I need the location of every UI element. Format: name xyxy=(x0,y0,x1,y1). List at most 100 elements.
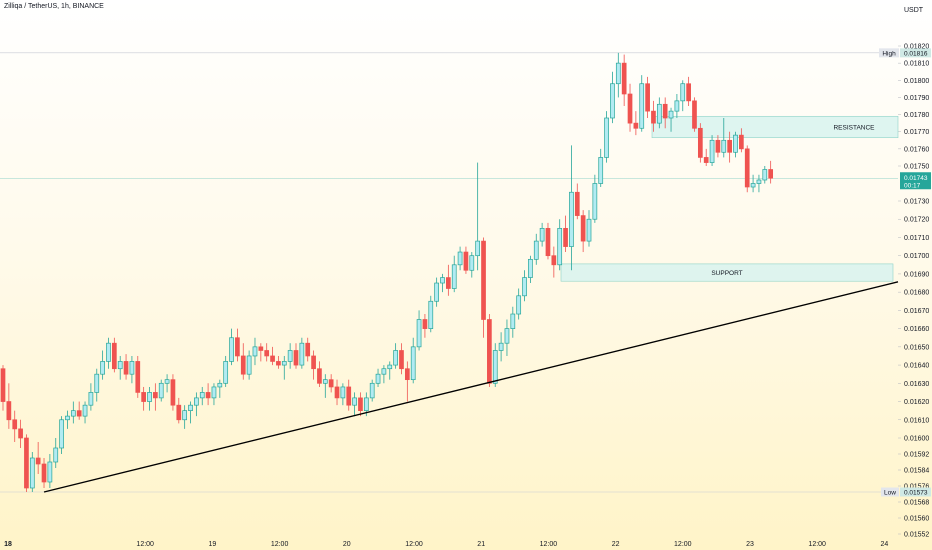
candle-body xyxy=(416,319,422,348)
candle xyxy=(446,264,451,296)
candle xyxy=(750,174,756,193)
candle xyxy=(569,145,574,271)
candle-body xyxy=(715,139,721,153)
candle-body xyxy=(739,134,744,150)
candle xyxy=(246,350,252,380)
candle-body xyxy=(176,404,182,421)
candle xyxy=(633,111,639,136)
candle-body xyxy=(229,337,234,362)
candle xyxy=(627,83,633,132)
candle-body xyxy=(768,169,774,179)
candle-body xyxy=(598,157,604,184)
high-tag-label: High xyxy=(882,50,896,57)
candle xyxy=(369,379,375,402)
candle xyxy=(434,277,439,307)
candle xyxy=(399,343,404,375)
candle xyxy=(451,255,457,293)
candle-body xyxy=(340,386,346,399)
candle-body xyxy=(750,183,756,188)
x-tick-label: 19 xyxy=(209,541,217,548)
y-tick-label: 0.01568 xyxy=(904,500,929,507)
x-tick-label: 12:00 xyxy=(674,541,692,548)
candle-body xyxy=(35,457,41,465)
candle-body xyxy=(12,419,18,430)
zone-label-resistance: RESISTANCE xyxy=(833,125,875,132)
y-tick-label: 0.01750 xyxy=(904,164,929,171)
candle-body xyxy=(223,361,229,384)
candle xyxy=(551,246,557,278)
candle-body xyxy=(117,361,123,370)
current-price-tag xyxy=(900,172,931,190)
zone-resistance xyxy=(651,115,899,139)
low-tag-label: Low xyxy=(884,490,896,497)
candle-body xyxy=(299,342,305,366)
y-tick-label: 0.01592 xyxy=(904,452,929,459)
candle xyxy=(211,383,217,406)
x-tick-label: 12:00 xyxy=(271,541,289,548)
candle-body xyxy=(645,83,650,112)
candle xyxy=(158,379,164,402)
candle-body xyxy=(557,227,563,266)
current-price-countdown: 00:17 xyxy=(904,182,921,189)
candle-body xyxy=(721,139,727,153)
candle xyxy=(703,148,709,166)
candle-body xyxy=(533,240,539,260)
candle-body xyxy=(41,463,47,483)
candle xyxy=(88,383,94,411)
candle-body xyxy=(363,397,369,412)
candle xyxy=(686,76,691,106)
low-tag-box xyxy=(881,487,899,497)
candle xyxy=(598,148,604,187)
candle-body xyxy=(457,251,463,266)
candle-body xyxy=(29,457,35,489)
candle xyxy=(393,343,398,369)
candle-body xyxy=(504,328,510,344)
candle-body xyxy=(246,355,252,375)
high-value-box xyxy=(900,48,931,58)
candle-body xyxy=(709,139,715,163)
candle xyxy=(498,332,504,362)
candle-body xyxy=(481,240,486,320)
candle-body xyxy=(551,255,557,266)
candle xyxy=(6,383,12,429)
candle xyxy=(662,97,668,129)
candle xyxy=(410,337,416,384)
candle xyxy=(170,374,176,411)
y-tick-label: 0.01780 xyxy=(904,112,929,119)
candle xyxy=(0,365,6,411)
candle-body xyxy=(141,392,146,402)
candle xyxy=(580,210,586,253)
candle xyxy=(375,368,381,387)
candle-body xyxy=(686,83,691,102)
candle xyxy=(522,270,527,302)
candle xyxy=(194,392,199,417)
y-tick-label: 0.01710 xyxy=(904,235,929,242)
candle-body xyxy=(170,379,176,406)
candle-body xyxy=(463,251,469,271)
candle xyxy=(305,337,311,362)
candle xyxy=(733,131,738,158)
x-tick-label: 12:00 xyxy=(405,541,423,548)
candle xyxy=(739,128,744,153)
candle-body xyxy=(639,83,645,129)
y-tick-label: 0.01800 xyxy=(904,78,929,85)
candle-body xyxy=(352,397,357,406)
candle xyxy=(592,174,598,223)
candle-body xyxy=(82,404,88,417)
candle xyxy=(117,355,123,380)
zone-label-support: SUPPORT xyxy=(711,270,742,277)
candle-body xyxy=(317,368,322,384)
candle xyxy=(47,454,53,488)
candle-body xyxy=(656,103,662,124)
candle xyxy=(586,210,592,247)
candle xyxy=(621,54,627,106)
high-value-label: 0.01816 xyxy=(904,50,928,57)
candle-body xyxy=(592,183,598,220)
candle-body xyxy=(610,83,615,119)
candle-body xyxy=(100,361,105,375)
candle xyxy=(106,337,111,369)
candle xyxy=(252,337,258,366)
candle xyxy=(258,343,264,362)
y-tick-label: 0.01610 xyxy=(904,417,929,424)
